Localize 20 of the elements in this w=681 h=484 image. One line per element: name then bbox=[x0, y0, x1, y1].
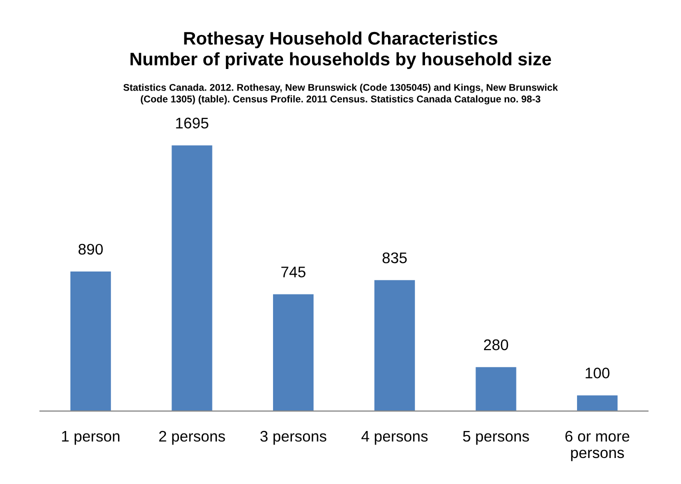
bar bbox=[476, 367, 516, 412]
x-tick-label: 2 persons bbox=[159, 430, 225, 445]
data-label: 1695 bbox=[176, 118, 208, 129]
data-label: 280 bbox=[484, 339, 508, 350]
bar bbox=[273, 294, 314, 412]
bar bbox=[172, 145, 212, 412]
bar bbox=[70, 272, 111, 412]
x-tick-label: 4 persons bbox=[361, 431, 428, 445]
text: Statistics Canada. 2012. Rothesay, New Brunswick (Code 1305045) and Kings, New Brunswick (Code 1305) (table). Census Profile. 2011 Census. Statistics Canada Catalogue no. 98-3 bbox=[123, 84, 558, 104]
bar bbox=[374, 280, 415, 412]
x-tick-label: 6 or more persons bbox=[565, 430, 630, 462]
data-label: 890 bbox=[78, 244, 103, 255]
data-label: 835 bbox=[382, 252, 407, 264]
x-tick-label: 5 persons bbox=[463, 431, 529, 445]
chart-title: Rothesay Household Characteristics Number of private households by household size bbox=[130, 31, 552, 70]
x-tick-label: 1 person bbox=[62, 431, 120, 445]
bar bbox=[577, 395, 618, 412]
data-label: 745 bbox=[281, 266, 306, 278]
x-tick-label: 3 persons bbox=[260, 430, 326, 445]
data-label: 100 bbox=[586, 368, 610, 378]
